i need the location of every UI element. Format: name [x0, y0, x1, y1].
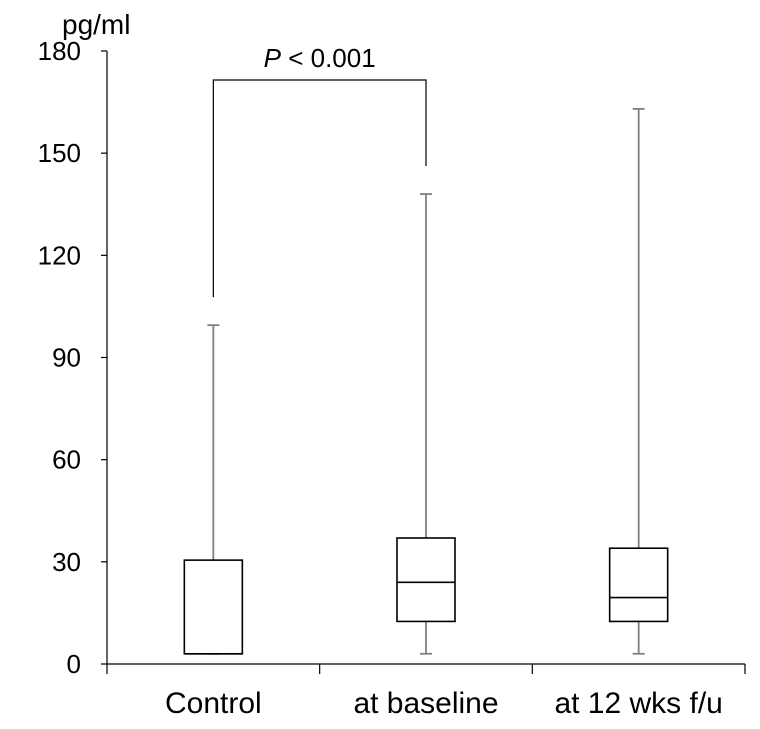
y-tick-label: 60: [52, 445, 81, 475]
box-at-baseline: [396, 193, 456, 655]
p-symbol: P: [264, 43, 282, 73]
axes-layer: [101, 50, 746, 674]
p-value-text: < 0.001: [281, 43, 376, 73]
significance-bracket: [212, 79, 427, 298]
x-category-label: at baseline: [353, 687, 498, 720]
y-tick-label: 180: [38, 36, 81, 66]
significance-annotation: P < 0.001: [212, 43, 427, 298]
y-tick-label: 30: [52, 547, 81, 577]
x-category-label: Control: [165, 687, 262, 720]
y-tick-label: 150: [38, 138, 81, 168]
iqr-box: [608, 547, 669, 623]
y-tick-label: 120: [38, 240, 81, 270]
y-tick-label: 90: [52, 343, 81, 373]
y-tick-labels: 0 30 60 90 120 150 180: [38, 36, 81, 679]
y-unit-label: pg/ml: [62, 9, 130, 40]
iqr-box: [183, 559, 244, 655]
iqr-box: [396, 537, 456, 623]
y-tick-label: 0: [67, 649, 81, 679]
boxes-layer: [183, 107, 669, 655]
box-control: [183, 324, 244, 655]
box-at-12-wks-f-u: [608, 107, 669, 655]
x-category-labels: Control at baseline at 12 wks f/u: [165, 687, 723, 720]
x-category-label: at 12 wks f/u: [554, 687, 722, 720]
p-value-label: P < 0.001: [264, 43, 376, 73]
